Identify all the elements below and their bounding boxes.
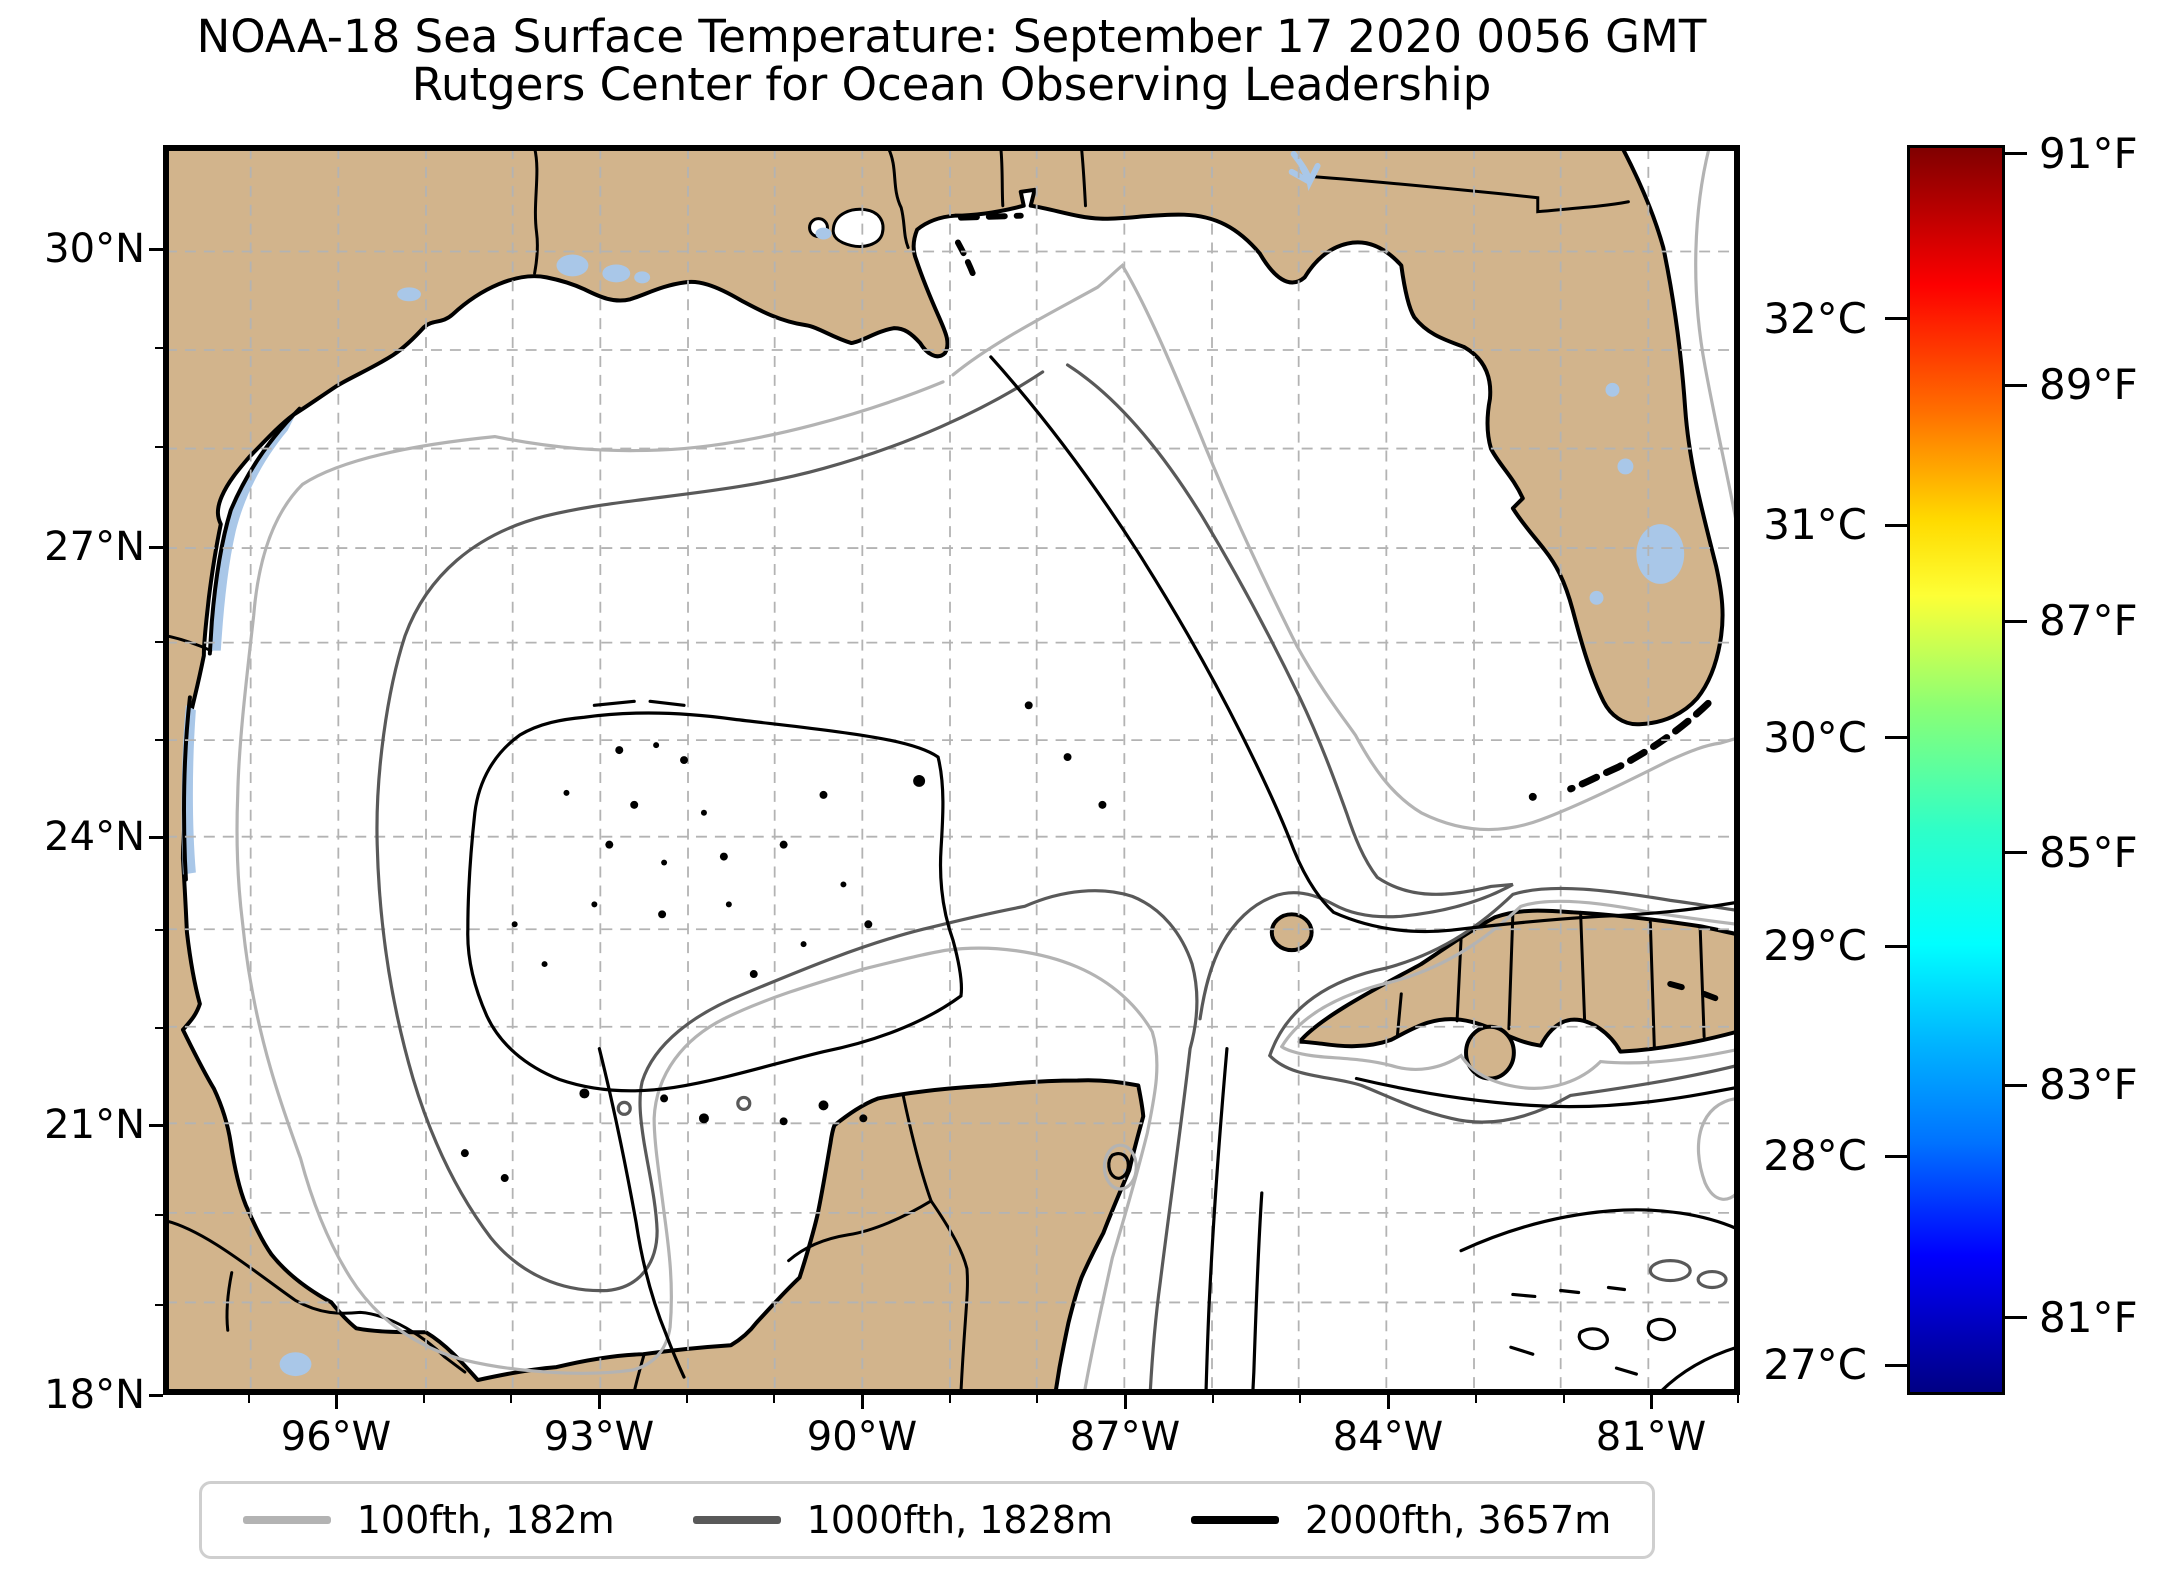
small-island-west-of-cuba: [1269, 912, 1314, 953]
colorbar-celsius-label: 27°C: [1763, 1340, 1867, 1389]
legend-line-sample: [1190, 1516, 1279, 1524]
x-tick-mark: [335, 1395, 338, 1409]
x-minor-tick: [686, 1395, 688, 1403]
colorbar-fahrenheit-tick: [2005, 1083, 2027, 1087]
x-minor-tick: [423, 1395, 425, 1403]
contour-knolls: [460, 701, 1107, 1183]
x-tick-label: 84°W: [1332, 1414, 1444, 1460]
colorbar-fahrenheit-label: 83°F: [2039, 1060, 2138, 1109]
title-line-2: Rutgers Center for Ocean Observing Leade…: [411, 58, 1492, 111]
x-tick-label: 81°W: [1595, 1414, 1707, 1460]
x-tick-mark: [598, 1395, 601, 1409]
x-tick-mark: [861, 1395, 864, 1409]
colorbar-fahrenheit-tick: [2005, 851, 2027, 854]
title-line-1: NOAA-18 Sea Surface Temperature: Septemb…: [196, 10, 1707, 63]
colorbar-celsius-tick: [1885, 317, 1907, 321]
y-tick-mark: [149, 836, 163, 839]
florida-keys: [1567, 699, 1712, 793]
map-frame: [163, 145, 1740, 1395]
x-tick-mark: [1387, 1395, 1390, 1409]
colorbar-celsius-tick: [1885, 1154, 1907, 1158]
x-minor-tick: [1212, 1395, 1214, 1403]
gulf-of-mexico-map: [166, 148, 1737, 1392]
x-tick-label: 96°W: [280, 1414, 392, 1460]
legend-item: 100fth, 182m: [242, 1498, 615, 1542]
lake-okeechobee: [1636, 524, 1685, 584]
colorbar-celsius-label: 28°C: [1763, 1131, 1867, 1181]
x-tick-label: 90°W: [806, 1414, 918, 1460]
colorbar: [1907, 145, 2005, 1395]
y-minor-tick: [155, 1027, 163, 1029]
colorbar-celsius-label: 31°C: [1763, 500, 1867, 549]
x-minor-tick: [1299, 1395, 1301, 1403]
x-tick-mark: [1124, 1395, 1127, 1409]
colorbar-celsius-tick: [1885, 736, 1907, 739]
y-tick-mark: [149, 1394, 163, 1397]
x-minor-tick: [248, 1395, 250, 1403]
y-minor-tick: [155, 347, 163, 349]
y-minor-tick: [155, 1214, 163, 1216]
colorbar-fahrenheit-tick: [2005, 619, 2027, 623]
legend: 100fth, 182m 1000fth, 1828m 2000fth, 3657m: [199, 1481, 1655, 1559]
y-minor-tick: [155, 446, 163, 448]
x-minor-tick: [773, 1395, 775, 1403]
y-minor-tick: [155, 641, 163, 643]
legend-line-sample: [242, 1516, 331, 1524]
x-minor-tick: [1475, 1395, 1477, 1403]
legend-label: 2000fth, 3657m: [1304, 1498, 1612, 1542]
legend-line-sample: [692, 1516, 781, 1524]
contour-1000fth: [375, 363, 1737, 1392]
x-minor-tick: [510, 1395, 512, 1403]
y-minor-tick: [155, 1304, 163, 1306]
x-minor-tick: [949, 1395, 951, 1403]
y-tick-label: 27°N: [44, 524, 145, 570]
colorbar-celsius-label: 32°C: [1763, 293, 1867, 343]
graticule: [166, 148, 1737, 1392]
x-minor-tick: [1737, 1395, 1739, 1403]
contour-100fth: [235, 148, 1737, 1392]
y-tick-label: 18°N: [44, 1372, 145, 1418]
legend-item: 1000fth, 1828m: [692, 1498, 1113, 1542]
colorbar-fahrenheit-label: 91°F: [2039, 128, 2138, 178]
apalachicola-river: [1288, 150, 1321, 191]
colorbar-fahrenheit-tick: [2005, 383, 2027, 387]
x-tick-mark: [1650, 1395, 1653, 1409]
legend-label: 100fth, 182m: [356, 1498, 615, 1542]
x-minor-tick: [1036, 1395, 1038, 1403]
colorbar-fahrenheit-label: 89°F: [2039, 360, 2138, 409]
colorbar-celsius-label: 30°C: [1763, 712, 1867, 762]
y-tick-label: 30°N: [44, 226, 145, 272]
colorbar-fahrenheit-label: 87°F: [2039, 596, 2138, 646]
colorbar-fahrenheit-tick: [2005, 152, 2027, 156]
barrier-islands: [182, 212, 1724, 1003]
x-tick-label: 93°W: [543, 1414, 655, 1460]
x-minor-tick: [1563, 1395, 1565, 1403]
colorbar-fahrenheit-label: 81°F: [2039, 1292, 2138, 1342]
colorbar-celsius-tick: [1885, 944, 1907, 948]
legend-item: 2000fth, 3657m: [1190, 1498, 1612, 1542]
political-boundaries: [166, 148, 1706, 1392]
contour-2000fth: [466, 355, 1737, 1392]
y-minor-tick: [155, 929, 163, 931]
colorbar-celsius-tick: [1885, 523, 1907, 527]
legend-label: 1000fth, 1828m: [806, 1498, 1113, 1542]
y-tick-mark: [149, 1124, 163, 1127]
y-tick-label: 24°N: [44, 814, 145, 860]
mainland-land: [166, 148, 1725, 1392]
colorbar-celsius-label: 29°C: [1763, 921, 1867, 971]
colorbar-fahrenheit-label: 85°F: [2039, 827, 2138, 877]
y-tick-mark: [149, 248, 163, 251]
colorbar-celsius-tick: [1885, 1363, 1907, 1367]
y-minor-tick: [155, 739, 163, 741]
x-tick-label: 87°W: [1069, 1414, 1181, 1460]
y-tick-mark: [149, 546, 163, 549]
y-tick-label: 21°N: [44, 1102, 145, 1148]
colorbar-fahrenheit-tick: [2005, 1316, 2027, 1319]
